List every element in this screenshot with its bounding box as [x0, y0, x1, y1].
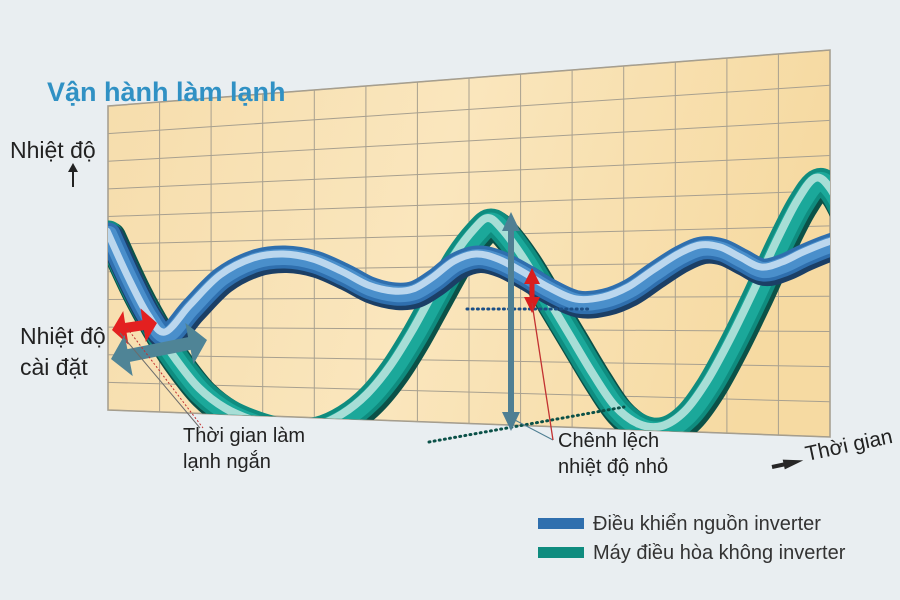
svg-text:Thời gian làm: Thời gian làm — [183, 425, 305, 447]
svg-text:Máy điều hòa không inverter: Máy điều hòa không inverter — [593, 542, 846, 564]
svg-text:Nhiệt độ: Nhiệt độ — [20, 323, 106, 349]
svg-text:Nhiệt độ: Nhiệt độ — [10, 137, 96, 163]
svg-text:nhiệt độ nhỏ: nhiệt độ nhỏ — [558, 456, 668, 478]
svg-text:cài đặt: cài đặt — [20, 354, 88, 380]
svg-text:lạnh ngắn: lạnh ngắn — [183, 450, 271, 473]
svg-text:Điều khiển nguồn inverter: Điều khiển nguồn inverter — [593, 513, 821, 535]
svg-text:Vận hành làm lạnh: Vận hành làm lạnh — [47, 77, 286, 107]
svg-text:Chênh lệch: Chênh lệch — [558, 430, 659, 452]
